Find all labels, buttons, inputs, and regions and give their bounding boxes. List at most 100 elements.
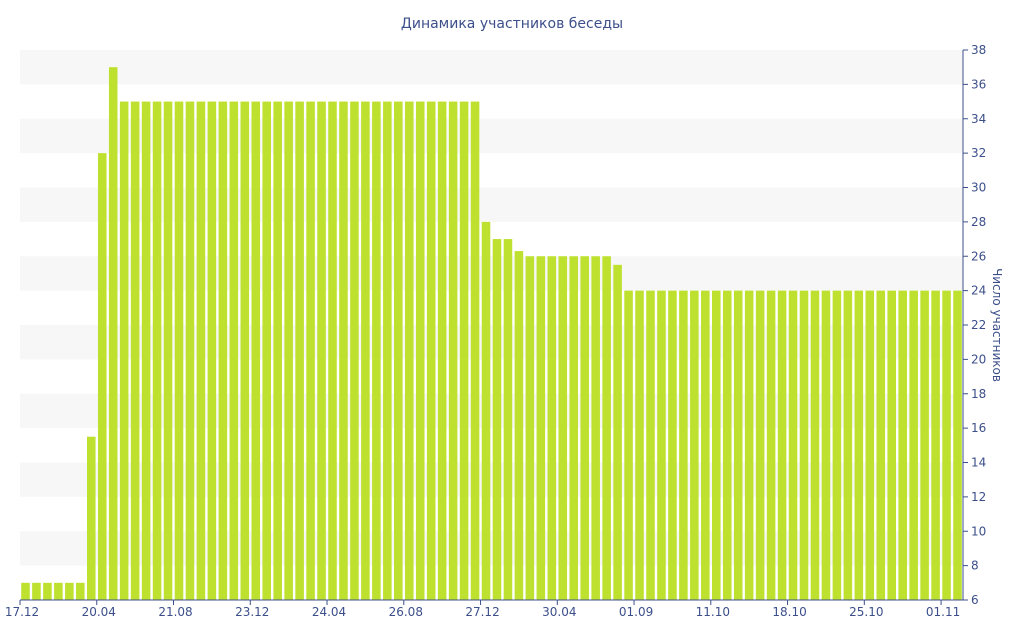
bar <box>712 290 721 601</box>
bar <box>229 101 239 600</box>
bar <box>459 101 469 600</box>
bar <box>141 101 151 600</box>
bar <box>503 239 513 600</box>
x-tick-label: 17.12 <box>5 605 39 619</box>
bar <box>262 101 271 600</box>
bar <box>668 290 677 601</box>
bar <box>174 101 184 600</box>
y-tick-label: 18 <box>971 387 986 401</box>
x-tick-label: 27.12 <box>465 605 499 619</box>
bar <box>733 290 743 601</box>
y-tick-label: 26 <box>971 249 986 263</box>
bar <box>580 256 589 600</box>
chart-title: Динамика участников беседы <box>401 16 623 32</box>
bar <box>415 101 425 600</box>
x-tick-label: 24.04 <box>312 605 346 619</box>
bar <box>690 290 699 601</box>
bar <box>97 153 107 601</box>
bars <box>21 67 962 601</box>
x-tick-label: 26.08 <box>389 605 423 619</box>
bar <box>196 101 206 600</box>
y-axis-label: Число участников <box>990 268 1004 382</box>
bar <box>536 256 546 600</box>
bar <box>920 290 929 601</box>
bar <box>547 256 557 600</box>
x-tick-label: 21.08 <box>158 605 192 619</box>
grid-band <box>20 462 963 497</box>
bar <box>43 582 52 600</box>
bar <box>953 290 962 601</box>
bar <box>185 101 195 600</box>
bar <box>558 256 568 600</box>
y-tick-label: 12 <box>971 490 986 504</box>
x-tick-label: 11.10 <box>696 605 730 619</box>
x-tick-label: 25.10 <box>849 605 883 619</box>
bar <box>514 251 524 600</box>
bar <box>251 101 261 600</box>
bar <box>624 290 633 601</box>
bar <box>744 290 754 601</box>
x-tick-label: 01.09 <box>619 605 653 619</box>
bar <box>218 101 228 600</box>
y-tick-label: 38 <box>971 43 986 57</box>
grid-band <box>20 256 963 291</box>
bar <box>591 256 600 600</box>
x-tick-label: 18.10 <box>772 605 806 619</box>
x-tick-label: 20.04 <box>82 605 116 619</box>
y-tick-label: 28 <box>971 215 986 229</box>
bar <box>284 101 293 600</box>
bar <box>887 290 896 601</box>
bar <box>65 582 74 600</box>
bar <box>328 101 337 600</box>
bar <box>788 290 798 601</box>
y-tick-label: 16 <box>971 421 986 435</box>
bar <box>854 290 864 601</box>
bar <box>481 221 491 601</box>
bar <box>931 290 940 601</box>
bar <box>306 101 315 600</box>
bar <box>273 101 282 600</box>
bar <box>240 101 250 600</box>
bar <box>437 101 447 600</box>
bar <box>394 101 403 600</box>
bar <box>602 256 611 600</box>
bar <box>404 101 414 600</box>
bar <box>810 290 820 601</box>
y-tick-label: 36 <box>971 77 986 91</box>
x-tick-label: 01.11 <box>926 605 960 619</box>
bar <box>635 290 644 601</box>
y-tick-label: 34 <box>971 112 986 126</box>
bar <box>777 290 787 601</box>
grid-bands <box>20 50 963 566</box>
y-tick-label: 14 <box>971 456 986 470</box>
bar <box>613 264 622 600</box>
bar <box>701 290 710 601</box>
bar <box>339 101 348 600</box>
grid-band <box>20 393 963 429</box>
y-axis-ticks: 6 8 10 12 14 16 18 20 22 24 26 28 30 32 34 36 38 <box>963 43 986 607</box>
grid-band <box>20 531 963 566</box>
x-tick-label: 30.04 <box>542 605 576 619</box>
bar <box>350 101 359 600</box>
bar <box>766 290 776 601</box>
bar <box>426 101 436 600</box>
bar <box>898 290 907 601</box>
bar <box>372 101 381 600</box>
bar <box>821 290 831 601</box>
bar <box>152 101 162 600</box>
y-tick-label: 24 <box>971 284 986 298</box>
bar <box>54 582 63 600</box>
bar <box>865 290 875 601</box>
bar <box>32 582 41 600</box>
bar <box>492 239 502 600</box>
bar <box>525 256 535 600</box>
y-tick-label: 22 <box>971 318 986 332</box>
bar <box>755 290 765 601</box>
bar <box>470 101 480 600</box>
bar <box>832 290 842 601</box>
y-tick-label: 8 <box>971 559 979 573</box>
grid-band <box>20 50 963 85</box>
bar <box>909 290 918 601</box>
x-tick-label: 23.12 <box>235 605 269 619</box>
